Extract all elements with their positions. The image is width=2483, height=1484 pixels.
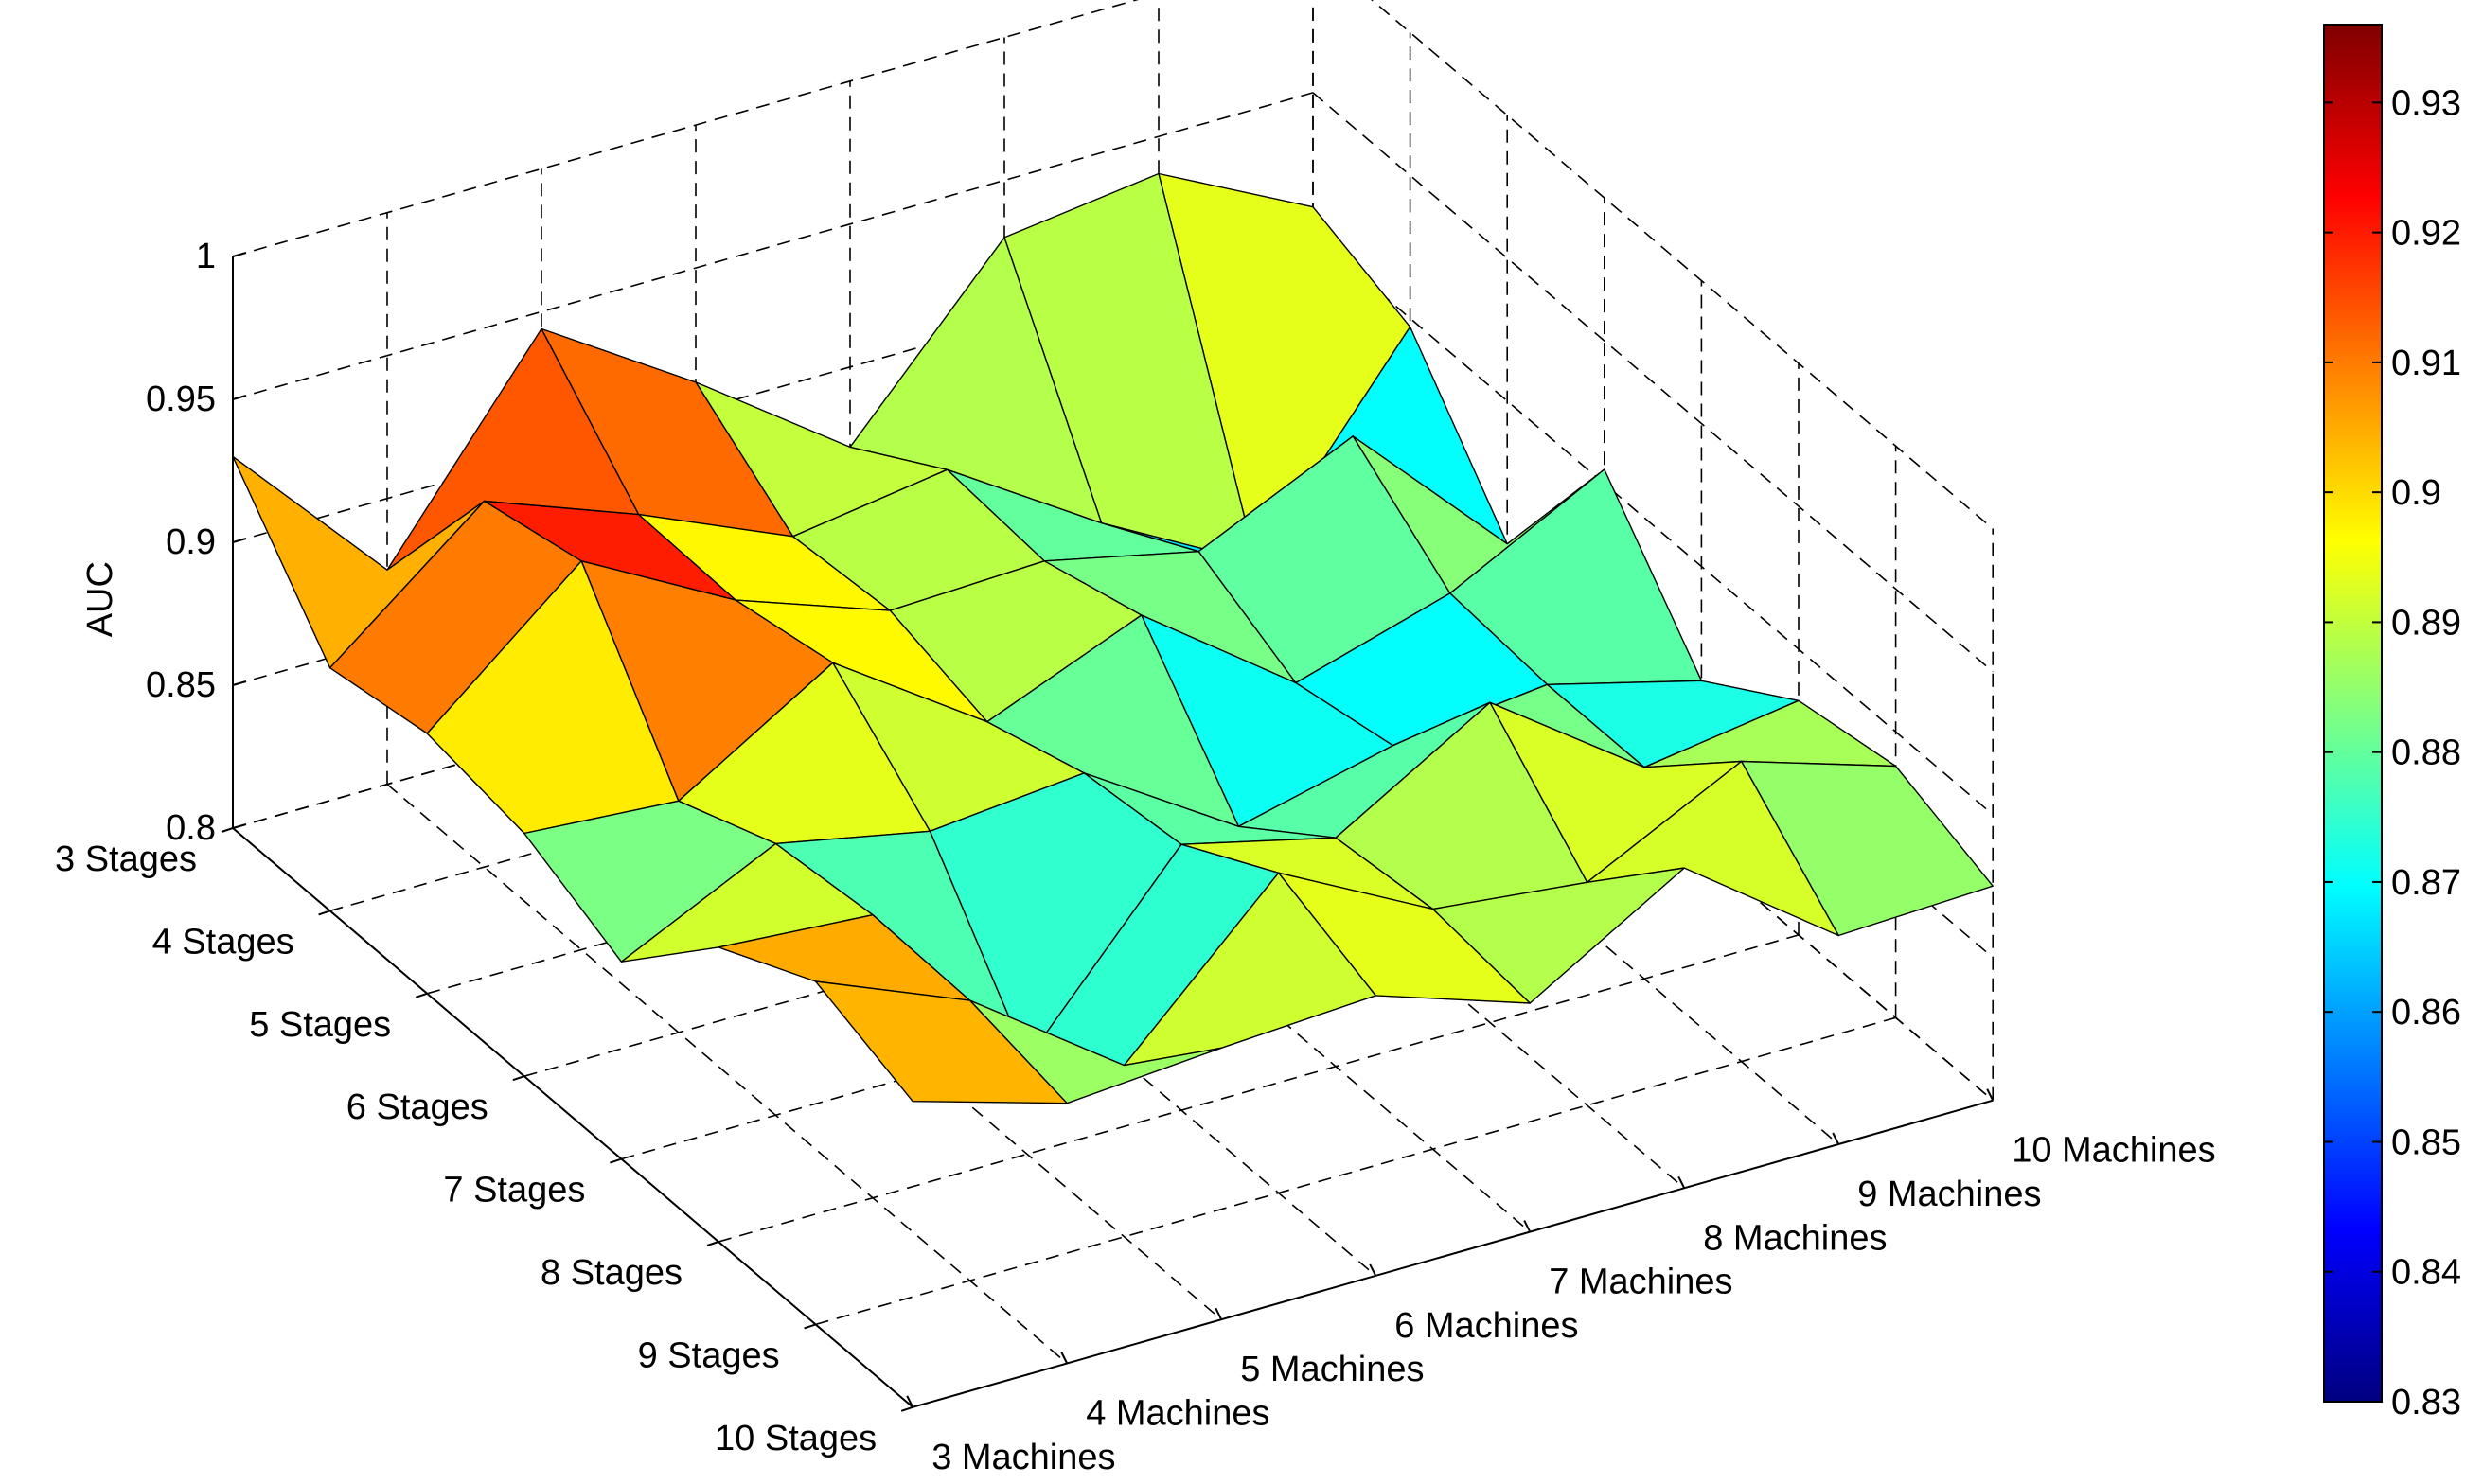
machine-tick-label: 3 Machines <box>931 1438 1115 1477</box>
machine-tick-label: 9 Machines <box>1857 1175 2041 1214</box>
stage-tick-label: 3 Stages <box>55 839 197 879</box>
machine-axis-tick <box>1215 1307 1223 1320</box>
machine-tick-label: 7 Machines <box>1549 1263 1732 1302</box>
side-wall-grid-horizontal <box>1312 92 1994 673</box>
label-layer: 0.8 0.85 0.9 0.95 1 AUC 3 Stages 4 Stages 5 Stag… <box>55 237 2216 1477</box>
floor-grid-line-stage <box>815 1016 1896 1326</box>
side-wall-grid-horizontal <box>1312 235 1994 816</box>
machine-axis-tick <box>1060 1352 1069 1364</box>
colorbar-tick-label: 0.9 <box>2391 473 2441 513</box>
z-axis-tick <box>232 538 247 543</box>
back-wall-grid-horizontal <box>232 0 1139 257</box>
surface-patch <box>814 980 1068 1104</box>
axis-layer <box>221 252 1995 1412</box>
stage-tick-label: 10 Stages <box>715 1419 877 1458</box>
stage-tick-label: 6 Stages <box>346 1087 488 1127</box>
colorbar-tick-label: 0.83 <box>2391 1383 2461 1422</box>
stage-tick-label: 9 Stages <box>638 1335 780 1375</box>
machine-axis-line <box>912 1099 1994 1408</box>
z-axis-tick <box>232 680 247 686</box>
floor-grid-line-stage <box>329 603 1410 912</box>
z-tick-label: 0.85 <box>146 665 216 705</box>
back-wall-grid-horizontal <box>232 521 1314 829</box>
stage-tick-label: 5 Stages <box>249 1005 391 1045</box>
z-tick-label: 1 <box>196 237 216 276</box>
stage-axis-tick <box>804 1323 816 1330</box>
back-wall-grid-horizontal <box>232 235 1314 543</box>
stage-axis-tick <box>706 1241 719 1246</box>
floor-grid-line-stage <box>718 934 1800 1243</box>
z-tick-label: 0.9 <box>166 522 216 562</box>
stage-axis-tick <box>415 992 428 998</box>
colorbar: 0.83 0.84 0.85 0.86 0.87 0.88 0.89 0.9 0.91 0.92 0… <box>2323 24 2461 1422</box>
z-axis-tick <box>232 395 247 400</box>
surface-layer <box>232 172 1994 1104</box>
stage-axis-tick <box>318 910 330 916</box>
machine-tick-label: 5 Machines <box>1240 1350 1424 1389</box>
floor-grid-line-stage <box>621 851 1702 1160</box>
stage-axis-tick <box>221 827 234 833</box>
machine-axis-tick <box>1832 1132 1840 1145</box>
z-axis-tick <box>232 252 247 257</box>
stage-tick-label: 4 Stages <box>152 922 294 962</box>
z-axis-label: AUC <box>80 561 120 637</box>
machine-tick-label: 10 Machines <box>2012 1131 2215 1171</box>
colorbar-tick-label: 0.85 <box>2391 1122 2461 1162</box>
colorbar-tick-label: 0.92 <box>2391 214 2461 254</box>
machine-axis-tick <box>906 1395 914 1408</box>
back-wall-grid-horizontal <box>232 92 1314 400</box>
stage-axis-tick <box>610 1157 622 1164</box>
side-wall-grid-horizontal <box>1371 0 1994 530</box>
colorbar-gradient <box>2323 24 2383 1403</box>
colorbar-tick-label: 0.88 <box>2391 733 2461 773</box>
colorbar-tick-label: 0.93 <box>2391 83 2461 123</box>
colorbar-tick-label: 0.91 <box>2391 344 2461 383</box>
stage-axis-tick <box>900 1405 913 1412</box>
colorbar-tick-label: 0.84 <box>2391 1253 2461 1293</box>
machine-axis-tick <box>1523 1220 1532 1233</box>
stage-axis-tick <box>512 1075 525 1082</box>
z-tick-label: 0.95 <box>146 380 216 419</box>
stage-tick-label: 8 Stages <box>541 1253 683 1293</box>
stage-axis-line <box>232 827 913 1408</box>
z-tick-label: 0.8 <box>166 808 216 848</box>
colorbar-tick-label: 0.89 <box>2391 603 2461 643</box>
machine-axis-tick <box>1986 1088 1995 1102</box>
stage-tick-label: 7 Stages <box>443 1171 585 1210</box>
machine-tick-label: 8 Machines <box>1703 1218 1887 1258</box>
machine-tick-label: 6 Machines <box>1394 1306 1578 1346</box>
z-axis-tick <box>232 823 247 829</box>
machine-tick-label: 4 Machines <box>1086 1394 1269 1434</box>
colorbar-tick-label: 0.87 <box>2391 863 2461 903</box>
machine-axis-tick <box>1677 1175 1686 1189</box>
floor-grid-line-stage <box>523 768 1605 1077</box>
colorbar-tick-label: 0.86 <box>2391 993 2461 1033</box>
floor-grid-line-machine <box>386 784 1068 1365</box>
machine-axis-tick <box>1369 1263 1377 1277</box>
